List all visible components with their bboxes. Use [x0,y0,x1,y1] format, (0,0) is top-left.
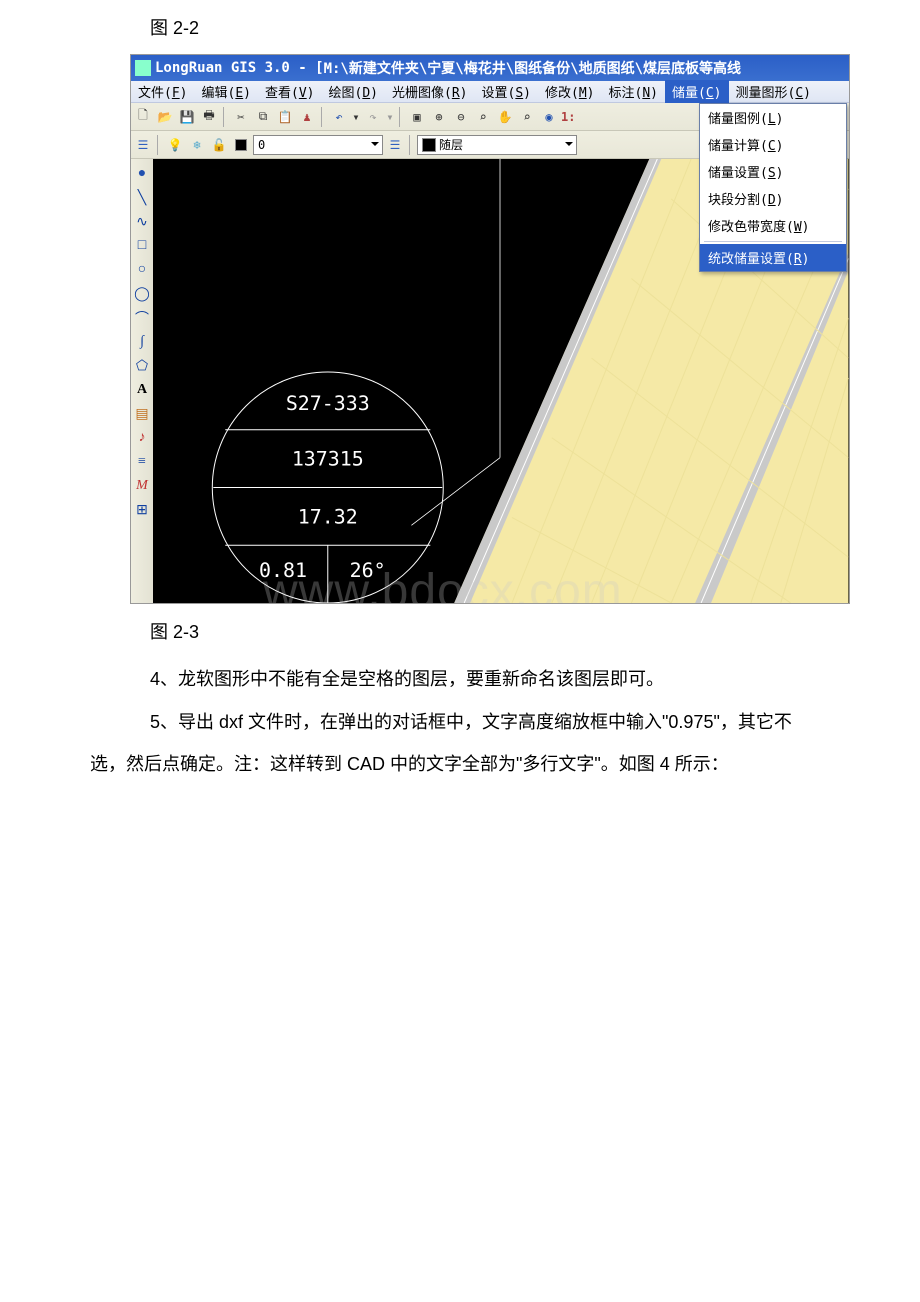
menu-view[interactable]: 查看(V) [258,80,322,103]
menu-raster[interactable]: 光栅图像(R) [385,80,475,103]
extents-icon[interactable]: ▣ [407,107,427,127]
toolbar-separator [223,107,227,127]
figure-caption-2-3: 图 2-3 [0,604,920,658]
toolbar-separator [409,135,413,155]
polygon-tool-icon[interactable]: ⬠ [133,357,151,375]
paste-icon[interactable]: 📋 [275,107,295,127]
toolbar-separator [399,107,403,127]
table-tool-icon[interactable]: ⊞ [133,501,151,519]
menu-item-settings[interactable]: 储量设置(S) [700,158,846,185]
ellipse-tool-icon[interactable]: ◯ [133,285,151,303]
region-tool-icon[interactable]: ♪ [133,429,151,447]
menu-draw[interactable]: 绘图(D) [322,80,386,103]
circle-row1: S27-333 [286,392,370,415]
menu-item-block-split[interactable]: 块段分割(D) [700,185,846,212]
rect-tool-icon[interactable]: □ [133,237,151,255]
cut-icon[interactable]: ✂ [231,107,251,127]
zoom-in-icon[interactable]: ⊕ [429,107,449,127]
menu-file[interactable]: 文件(F) [131,80,195,103]
circle-row3: 17.32 [298,505,358,528]
color-swatch [422,138,436,152]
circle-row4b: 26° [350,559,386,582]
undo-icon[interactable]: ↶ [329,107,349,127]
print-icon[interactable]: 🖶 [199,107,219,127]
new-icon[interactable]: 🗋 [133,107,153,127]
menu-settings[interactable]: 设置(S) [475,80,539,103]
leader-line [411,458,500,526]
circle-row2: 137315 [292,448,364,471]
paragraph-5: 5、导出 dxf 文件时，在弹出的对话框中，文字高度缩放框中输入"0.975"，… [0,701,920,744]
undo-dropdown-icon[interactable]: ▾ [351,107,361,127]
circle-tool-icon[interactable]: ○ [133,261,151,279]
redo-dropdown-icon[interactable]: ▾ [385,107,395,127]
window-title-prefix: LongRuan GIS 3.0 - [ [155,60,324,76]
zoom-window-icon[interactable]: ⌕ [473,107,493,127]
layer-dropdown-value: 0 [258,138,265,152]
spline-tool-icon[interactable]: ∫ [133,333,151,351]
color-follow-label: 随层 [439,136,463,153]
figure-caption-2-2: 图 2-2 [0,0,920,54]
dimension-tool-icon[interactable]: ≡ [133,453,151,471]
window-titlebar: LongRuan GIS 3.0 - [ M:\新建文件夹\宁夏\梅花井\图纸备… [131,55,849,81]
line-tool-icon[interactable]: ╲ [133,189,151,207]
pan-icon[interactable]: ✋ [495,107,515,127]
menu-item-unified-settings[interactable]: 统改储量设置(R) [700,244,846,271]
reserve-circle-block: S27-333 137315 17.32 0.81 26° [212,372,443,603]
text-tool-icon[interactable]: A [133,381,151,399]
point-tool-icon[interactable]: ● [133,165,151,183]
menubar: 文件(F) 编辑(E) 查看(V) 绘图(D) 光栅图像(R) 设置(S) 修改… [131,81,849,103]
reserves-menu-popup: 储量图例(L) 储量计算(C) 储量设置(S) 块段分割(D) 修改色带宽度(W… [699,103,847,272]
menu-reserves[interactable]: 储量(C) [665,80,729,103]
copy-icon[interactable]: ⧉ [253,107,273,127]
menu-annotate[interactable]: 标注(N) [602,80,666,103]
layer-prev-icon[interactable]: ☰ [385,135,405,155]
scale-label: 1: [561,110,575,124]
layer-color-swatch[interactable] [231,135,251,155]
menu-separator [704,241,842,242]
app-screenshot: LongRuan GIS 3.0 - [ M:\新建文件夹\宁夏\梅花井\图纸备… [130,54,850,604]
save-icon[interactable]: 💾 [177,107,197,127]
menu-edit[interactable]: 编辑(E) [195,80,259,103]
paragraph-4: 4、龙软图形中不能有全是空格的图层，要重新命名该图层即可。 [0,658,920,701]
zoom-out-icon[interactable]: ⊖ [451,107,471,127]
toolbar-separator [157,135,161,155]
lock-icon[interactable]: 🔓 [209,135,229,155]
layer-dropdown[interactable]: 0 [253,135,383,155]
toolbar-separator [321,107,325,127]
globe-icon[interactable]: ◉ [539,107,559,127]
toolbar-draw: ● ╲ ∿ □ ○ ◯ ⌒ ∫ ⬠ A ▤ ♪ ≡ M ⊞ [131,159,153,603]
menu-item-calc[interactable]: 储量计算(C) [700,131,846,158]
app-icon [135,60,151,76]
window-title-path: M:\新建文件夹\宁夏\梅花井\图纸备份\地质图纸\煤层底板等高线 [324,58,741,78]
polyline-tool-icon[interactable]: ∿ [133,213,151,231]
freeze-icon[interactable]: ❄ [187,135,207,155]
color-follow-dropdown[interactable]: 随层 [417,135,577,155]
zoom-realtime-icon[interactable]: ⌕ [517,107,537,127]
arc-tool-icon[interactable]: ⌒ [133,309,151,327]
menu-item-legend[interactable]: 储量图例(L) [700,104,846,131]
paragraph-5-line1: 5、导出 dxf 文件时，在弹出的对话框中，文字高度缩放框中输入"0.975"，… [150,707,830,738]
menu-survey[interactable]: 测量图形(C) [729,80,819,103]
layers-icon[interactable]: ☰ [133,135,153,155]
circle-row4a: 0.81 [259,559,307,582]
hatch-tool-icon[interactable]: ▤ [133,405,151,423]
block-tool-icon[interactable]: M [133,477,151,495]
menu-modify[interactable]: 修改(M) [538,80,602,103]
menu-item-color-band[interactable]: 修改色带宽度(W) [700,212,846,239]
redo-icon[interactable]: ↷ [363,107,383,127]
person-icon[interactable]: ♟ [297,107,317,127]
bulb-icon[interactable]: 💡 [165,135,185,155]
paragraph-5-line2: 选，然后点确定。注：这样转到 CAD 中的文字全部为"多行文字"。如图 4 所示… [0,743,920,786]
open-icon[interactable]: 📂 [155,107,175,127]
